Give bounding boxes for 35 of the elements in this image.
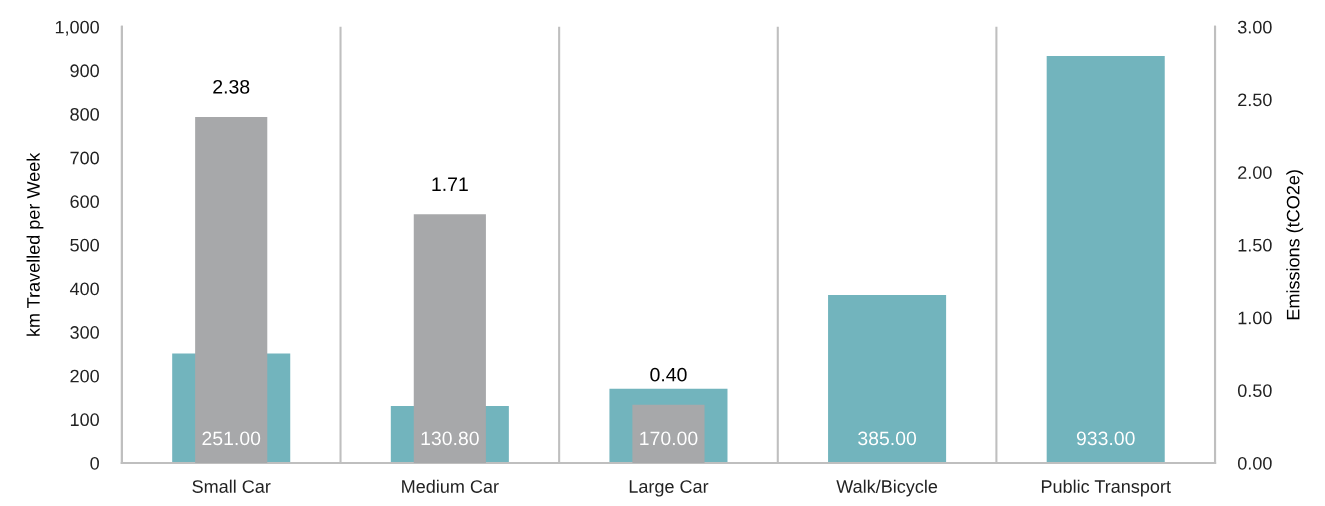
data-label: 0.40 [650,367,687,382]
y2-tick-label: 1.00 [1238,311,1272,325]
y2-tick-label: 3.00 [1237,20,1272,34]
data-label: 2.38 [213,79,250,94]
x-tick-label: Small Car [192,479,271,493]
y-tick-label: 600 [70,195,99,209]
x-tick-label: Public Transport [1041,479,1171,497]
y-tick-label: 300 [70,326,99,339]
y2-axis-title: Emissions (tCO2e) [1286,170,1304,320]
y-tick-label: 1,000 [55,20,99,36]
y-axis-title: km Travelled per Week [26,152,44,336]
x-tick-label: Walk/Bicycle [836,479,938,497]
data-label: 170.00 [640,431,698,446]
y-tick-label: 800 [70,107,99,121]
y2-tick-label: 0.50 [1237,384,1272,398]
y2-tick-label: 2.00 [1238,166,1272,179]
data-label: 1.71 [432,177,468,191]
bar [828,295,947,463]
data-label: 933.00 [1076,431,1135,446]
y-tick-label: 100 [70,413,99,427]
y-tick-label: 200 [70,369,99,383]
data-label: 385.00 [858,431,917,446]
x-tick-label: Large Car [629,480,709,497]
data-label: 130.80 [421,431,479,446]
y2-tick-label: 0.00 [1237,456,1272,470]
y-tick-label: 400 [69,282,99,296]
y-tick-label: 500 [70,238,99,252]
y2-tick-label: 1.50 [1238,238,1272,252]
y-tick-label: 700 [70,151,99,165]
bar [1046,56,1165,463]
y2-tick-label: 2.50 [1238,93,1272,107]
y-tick-label: 900 [70,64,99,78]
x-tick-label: Medium Car [402,479,499,493]
data-label: 251.00 [202,431,261,446]
y-tick-label: 0 [90,456,99,470]
